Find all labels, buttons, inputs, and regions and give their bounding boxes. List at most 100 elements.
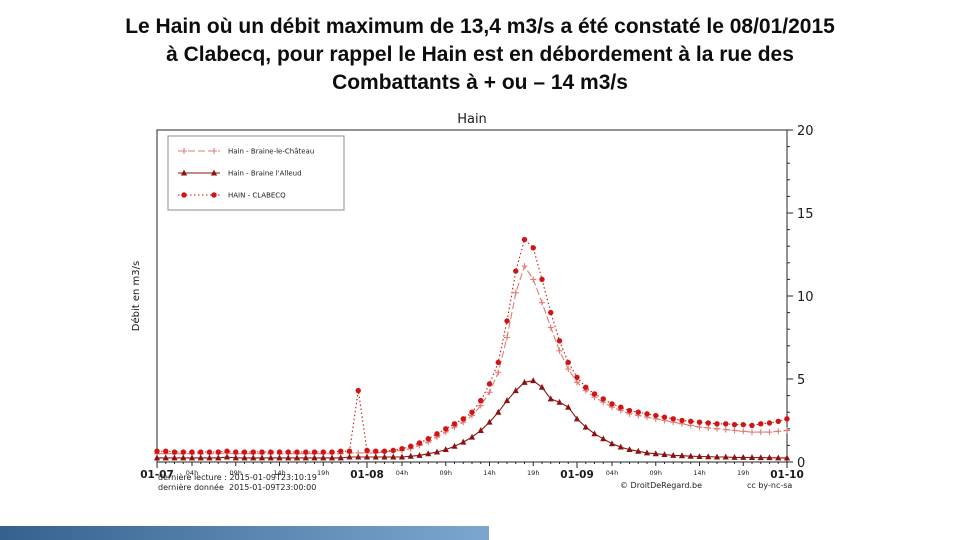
- marker-circle-icon: [211, 192, 217, 198]
- marker-triangle-icon: [180, 169, 188, 176]
- marker-triangle-icon: [337, 454, 344, 461]
- marker-triangle-icon: [643, 449, 651, 456]
- x-hour-label: 19h: [317, 469, 329, 477]
- marker-circle-icon: [723, 421, 729, 427]
- last-data-note: dernière donnée 2015-01-09T23:00:00: [158, 483, 317, 492]
- marker-circle-icon: [434, 431, 440, 437]
- copyright-note: © DroitDeRegard.be: [620, 481, 703, 490]
- marker-circle-icon: [425, 436, 431, 442]
- marker-triangle-icon: [328, 454, 336, 461]
- legend-label: Hain - Braine l'Alleud: [228, 170, 302, 178]
- marker-triangle-icon: [197, 454, 204, 461]
- marker-circle-icon: [303, 449, 309, 455]
- x-hour-label: 04h: [396, 469, 408, 477]
- marker-triangle-icon: [468, 433, 476, 440]
- x-day-label: 01-10: [770, 469, 804, 481]
- marker-circle-icon: [513, 268, 519, 274]
- marker-circle-icon: [469, 409, 475, 415]
- marker-triangle-icon: [705, 453, 712, 460]
- marker-circle-icon: [478, 397, 484, 404]
- marker-triangle-icon: [171, 454, 178, 461]
- legend: [167, 135, 345, 211]
- marker-circle-icon: [311, 449, 318, 455]
- marker-circle-icon: [548, 309, 554, 316]
- marker-circle-icon: [206, 449, 213, 455]
- marker-triangle-icon: [538, 383, 546, 390]
- license-note: cc by-nc-sa: [747, 481, 793, 490]
- marker-circle-icon: [670, 416, 676, 422]
- y-tick-label: 0: [797, 456, 805, 471]
- marker-circle-icon: [661, 414, 668, 420]
- marker-triangle-icon: [153, 454, 161, 461]
- marker-triangle-icon: [407, 452, 414, 459]
- marker-circle-icon: [635, 409, 641, 415]
- marker-plus-icon: [495, 369, 502, 376]
- marker-circle-icon: [688, 418, 694, 425]
- marker-circle-icon: [460, 416, 466, 422]
- marker-circle-icon: [749, 422, 755, 429]
- chart: Hain Débit en m3/s 0 5 10 15 20 01-07 01-08 01-09…: [130, 110, 830, 510]
- x-hour-label: 19h: [737, 469, 749, 477]
- marker-circle-icon: [644, 411, 650, 417]
- marker-circle-icon: [373, 448, 379, 454]
- marker-circle-icon: [758, 421, 764, 427]
- marker-triangle-icon: [617, 443, 624, 450]
- y-axis-label: Débit en m3/s: [130, 261, 142, 331]
- y-tick-label: 5: [797, 373, 805, 388]
- marker-triangle-icon: [206, 454, 213, 461]
- marker-triangle-icon: [215, 454, 222, 461]
- marker-plus-icon: [784, 427, 790, 434]
- marker-circle-icon: [565, 359, 571, 366]
- slide-title-line-2: à Clabecq, pour rappel le Hain est en dé…: [166, 42, 794, 66]
- marker-circle-icon: [364, 447, 370, 454]
- x-hour-label: 09h: [440, 469, 452, 477]
- marker-triangle-icon: [425, 450, 432, 457]
- marker-plus-icon: [565, 366, 572, 373]
- marker-circle-icon: [399, 446, 405, 452]
- marker-circle-icon: [268, 449, 274, 455]
- marker-circle-icon: [294, 449, 300, 455]
- marker-circle-icon: [408, 443, 414, 449]
- y-tick-label: 10: [797, 290, 814, 305]
- marker-circle-icon: [583, 384, 589, 390]
- marker-triangle-icon: [223, 453, 231, 460]
- marker-plus-icon: [211, 148, 217, 154]
- x-hour-label: 14h: [483, 469, 495, 477]
- marker-triangle-icon: [320, 454, 327, 461]
- marker-circle-icon: [775, 418, 781, 425]
- marker-triangle-icon: [608, 440, 616, 447]
- marker-triangle-icon: [521, 378, 528, 385]
- marker-triangle-icon: [232, 454, 239, 461]
- marker-triangle-icon: [210, 169, 218, 176]
- marker-circle-icon: [181, 192, 187, 198]
- marker-triangle-icon: [740, 453, 747, 460]
- y-tick-label: 15: [797, 207, 814, 222]
- marker-plus-icon: [477, 402, 484, 409]
- marker-triangle-icon: [687, 452, 694, 459]
- marker-plus-icon: [722, 426, 729, 433]
- marker-triangle-icon: [433, 448, 441, 455]
- legend-label: HAIN - CLABECQ: [228, 192, 286, 200]
- marker-triangle-icon: [731, 453, 738, 460]
- marker-circle-icon: [626, 407, 633, 414]
- marker-triangle-icon: [766, 454, 773, 461]
- marker-circle-icon: [390, 447, 396, 454]
- marker-triangle-icon: [495, 408, 502, 415]
- marker-triangle-icon: [713, 453, 721, 460]
- marker-triangle-icon: [556, 398, 563, 405]
- marker-plus-icon: [749, 429, 755, 436]
- marker-plus-icon: [574, 379, 580, 386]
- x-hour-label: 14h: [273, 469, 285, 477]
- chart-title: Hain: [457, 112, 487, 127]
- marker-triangle-icon: [398, 453, 406, 460]
- marker-triangle-icon: [565, 403, 572, 410]
- marker-circle-icon: [224, 448, 230, 454]
- marker-circle-icon: [486, 381, 493, 387]
- marker-plus-icon: [504, 334, 510, 341]
- marker-plus-icon: [766, 429, 773, 436]
- x-hour-label: 09h: [230, 469, 242, 477]
- marker-circle-icon: [556, 338, 563, 344]
- marker-plus-icon: [705, 424, 712, 431]
- x-day-label: 01-08: [350, 469, 384, 481]
